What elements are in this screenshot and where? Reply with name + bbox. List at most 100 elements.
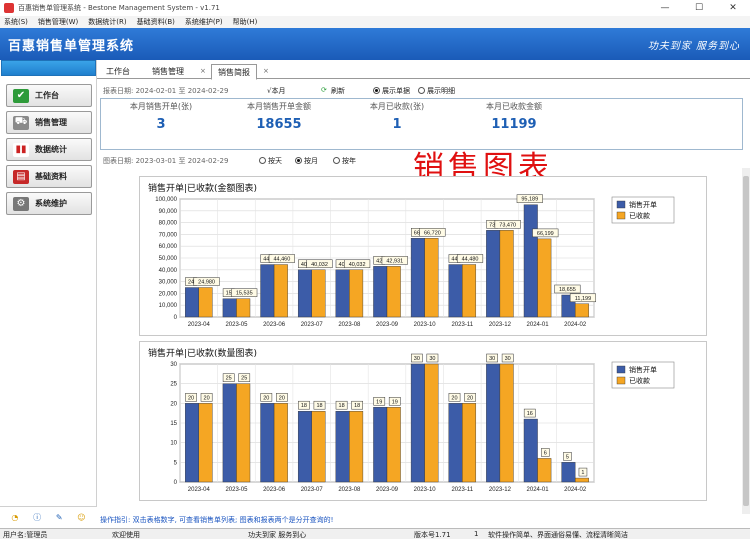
edit-icon[interactable]: ✎ — [55, 513, 63, 522]
data-label: 5 — [566, 454, 569, 460]
stat-value[interactable]: 18655 — [256, 117, 302, 132]
sidebar-item-workbench[interactable]: ✔ 工作台 — [6, 84, 92, 107]
data-label: 20 — [188, 395, 194, 401]
minimize-button[interactable]: — — [660, 3, 670, 13]
bar-orders — [523, 418, 538, 483]
x-tick-label: 2023-08 — [338, 322, 361, 328]
stat-value[interactable]: 1 — [392, 117, 402, 132]
option-by-year[interactable]: 按年 — [333, 156, 356, 166]
tab-sales[interactable]: 销售管理 — [152, 67, 184, 76]
title-bar: 百惠销售单管理系统 - Bestone Management System - … — [0, 0, 750, 16]
bar-orders — [335, 410, 350, 483]
stat-orders-amount[interactable]: 本月销售开单金额 18655 — [219, 99, 339, 149]
tab-report-close-icon[interactable]: × — [263, 67, 269, 75]
data-label: 44 — [263, 257, 269, 263]
bar-orders — [448, 403, 463, 483]
radio-icon — [259, 157, 266, 164]
stat-received-amount[interactable]: 本月已收款金额 11199 — [454, 99, 574, 149]
tab-sales-close-icon[interactable]: × — [200, 67, 206, 75]
y-tick-label: 30 — [170, 362, 177, 368]
data-label: 40,032 — [349, 262, 366, 268]
stat-value[interactable]: 11199 — [491, 117, 537, 132]
legend-swatch — [616, 200, 626, 209]
this-month-button[interactable]: √本月 — [267, 87, 286, 95]
data-label-box — [268, 254, 295, 263]
y-tick-label: 0 — [174, 315, 178, 321]
brand-title: 百惠销售单管理系统 — [8, 38, 135, 54]
data-label-box — [532, 228, 559, 238]
sidebar-item-stats[interactable]: ▮▮ 数据统计 — [6, 138, 92, 161]
quantity-chart: 销售开单|已收款(数量图表) 0 5 10 15 20 25 30 20 20 2023-04 25… — [139, 341, 707, 501]
y-tick-label: 50,000 — [159, 256, 178, 262]
scrollbar-thumb[interactable] — [743, 176, 749, 506]
y-tick-label: 60,000 — [159, 244, 178, 250]
bar-orders — [335, 269, 350, 318]
bar-received — [311, 410, 326, 483]
bar-received — [462, 264, 477, 318]
bar-received — [311, 269, 326, 318]
menu-stats[interactable]: 数据统计(R) — [88, 18, 127, 26]
option-by-day[interactable]: 按天 — [259, 156, 282, 166]
status-version: 版本号1.71 — [414, 531, 451, 539]
stat-orders-count[interactable]: 本月销售开单(张) 3 — [101, 99, 221, 149]
bar-orders — [185, 287, 200, 318]
option-by-month[interactable]: 按月 — [295, 156, 318, 166]
option-summary[interactable]: 展示单据 — [373, 86, 410, 96]
sidebar-item-maintenance[interactable]: ⚙ 系统维护 — [6, 192, 92, 215]
vertical-scrollbar[interactable] — [742, 168, 750, 514]
header-banner: 百惠销售单管理系统 功夫到家 服务到心 — [0, 28, 750, 60]
data-label: 18,655 — [559, 287, 576, 293]
x-tick-label: 2024-02 — [564, 322, 587, 328]
data-label: 25 — [226, 376, 232, 382]
main-content: 工作台 销售管理 × 销售简报 × 报表日期: 2024-02-01 至 202… — [97, 60, 750, 528]
tab-workbench[interactable]: 工作台 — [106, 67, 130, 76]
stat-value[interactable]: 3 — [156, 117, 166, 132]
menu-basic[interactable]: 基础资料(B) — [136, 18, 175, 26]
clock-icon[interactable]: ◔ — [11, 513, 19, 522]
menu-sales[interactable]: 销售管理(W) — [37, 18, 79, 26]
data-label: 18 — [301, 403, 307, 409]
bar-received — [574, 303, 589, 318]
radio-icon — [333, 157, 340, 164]
x-tick-label: 2023-07 — [301, 322, 324, 328]
refresh-icon[interactable]: ⟳ — [321, 86, 327, 94]
bar-chart-icon: ▮▮ — [13, 142, 29, 157]
radio-icon — [418, 87, 425, 94]
y-tick-label: 5 — [174, 460, 178, 466]
data-label: 25 — [241, 376, 247, 382]
x-tick-label: 2023-10 — [414, 322, 437, 328]
data-label: 44,480 — [462, 257, 479, 263]
legend-label: 销售开单 — [629, 365, 657, 374]
status-number: 1 — [474, 530, 479, 538]
data-label-box — [541, 448, 550, 457]
user-icon[interactable]: ☺ — [77, 513, 86, 522]
menu-maintenance[interactable]: 系统维护(P) — [184, 18, 223, 26]
bar-received — [499, 230, 514, 318]
menu-help[interactable]: 帮助(H) — [232, 18, 258, 26]
data-label-box — [276, 393, 288, 402]
data-label: 18 — [354, 403, 360, 409]
tab-sales-report[interactable]: 销售简报 — [211, 64, 257, 80]
data-label: 42,931 — [386, 258, 403, 264]
option-detail[interactable]: 展示明细 — [418, 86, 455, 96]
data-label-box — [411, 353, 423, 363]
y-tick-label: 90,000 — [159, 209, 178, 215]
bar-orders — [561, 462, 576, 483]
sidebar-item-basic[interactable]: ▤ 基础资料 — [6, 165, 92, 188]
sidebar-item-sales[interactable]: ⛟ 销售管理 — [6, 111, 92, 134]
data-label-box — [200, 393, 213, 402]
bar-received — [198, 403, 213, 483]
stat-received-count[interactable]: 本月已收款(张) 1 — [337, 99, 457, 149]
info-icon[interactable]: ⓘ — [33, 513, 42, 522]
menu-system[interactable]: 系统(S) — [4, 18, 28, 26]
data-label-box — [554, 284, 581, 294]
data-label-box — [238, 373, 251, 382]
refresh-button[interactable]: 刷新 — [331, 87, 345, 95]
stat-label: 本月已收款(张) — [369, 102, 425, 111]
close-button[interactable]: ✕ — [729, 3, 737, 13]
bar-orders — [373, 407, 388, 483]
bar-received — [236, 383, 251, 483]
legend-swatch — [616, 376, 626, 385]
maximize-button[interactable]: ☐ — [694, 3, 704, 13]
bar-orders — [260, 403, 275, 483]
